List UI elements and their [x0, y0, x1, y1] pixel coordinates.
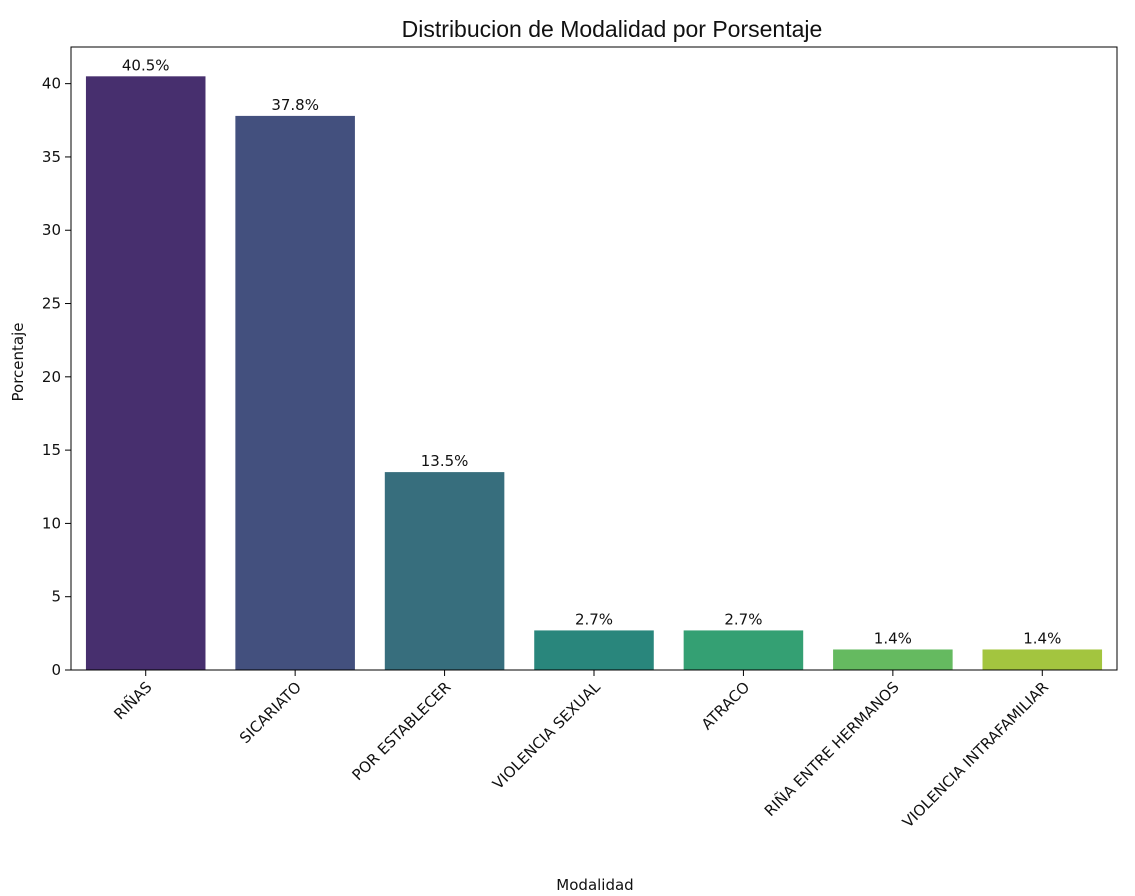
- data-labels-group: 40.5% 37.8% 13.5% 2.7% 2.7% 1.4% 1.4%: [122, 56, 1061, 647]
- data-label: 37.8%: [271, 96, 319, 114]
- x-tick-label: VIOLENCIA SEXUAL: [489, 678, 604, 793]
- bar: [833, 649, 953, 670]
- data-label: 2.7%: [575, 610, 613, 628]
- y-tick-label: 15: [42, 441, 61, 459]
- bar: [683, 630, 804, 670]
- chart-title: Distribucion de Modalidad por Porsentaje: [402, 16, 823, 42]
- x-axis-label: Modalidad: [556, 876, 633, 894]
- x-tick-label: RIÑA ENTRE HERMANOS: [760, 677, 903, 820]
- data-label: 2.7%: [724, 610, 762, 628]
- plot-frame: [70, 46, 1118, 671]
- x-tick-label: ATRACO: [698, 678, 753, 733]
- x-tick-label: POR ESTABLECER: [348, 678, 454, 784]
- data-label: 13.5%: [421, 452, 469, 470]
- y-tick-label: 35: [42, 148, 61, 166]
- y-axis-ticks: 0 5 10 15 20 25 30 35 40: [42, 75, 71, 679]
- data-label: 40.5%: [122, 56, 170, 74]
- y-tick-label: 10: [42, 514, 61, 532]
- y-tick-label: 20: [42, 368, 61, 386]
- y-tick-label: 30: [42, 221, 61, 239]
- x-axis-ticks: RIÑAS SICARIATO POR ESTABLECER VIOLENCIA SE…: [110, 670, 1052, 831]
- bar: [235, 115, 355, 670]
- data-label: 1.4%: [1023, 629, 1061, 647]
- y-axis-label: Porcentaje: [9, 323, 27, 402]
- y-tick-label: 0: [51, 661, 61, 679]
- bar: [85, 76, 206, 671]
- x-tick-label: SICARIATO: [236, 678, 305, 747]
- y-tick-label: 25: [42, 295, 61, 313]
- x-tick-label: VIOLENCIA INTRAFAMILIAR: [899, 678, 1052, 831]
- x-tick-label: RIÑAS: [110, 677, 156, 723]
- y-tick-label: 40: [42, 75, 61, 93]
- bars-group: [85, 76, 1103, 671]
- data-label: 1.4%: [874, 629, 912, 647]
- y-tick-label: 5: [51, 588, 61, 606]
- bar: [534, 630, 654, 670]
- bar: [982, 649, 1103, 670]
- bar: [384, 472, 505, 670]
